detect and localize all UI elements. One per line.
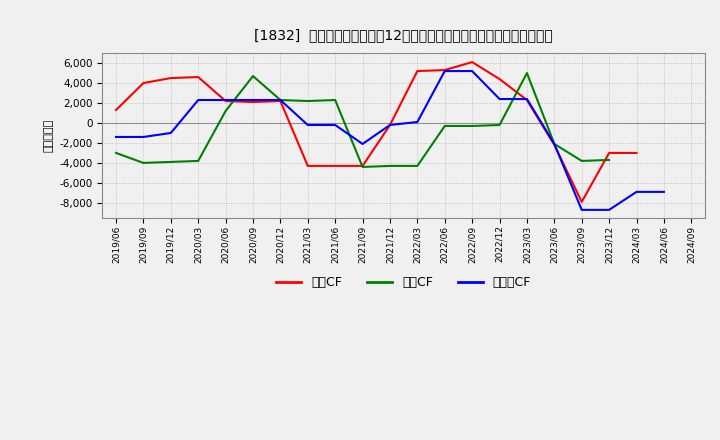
フリーCF [660, 189, 668, 194]
投資CF [248, 73, 257, 79]
フリーCF [523, 96, 531, 102]
投資CF [523, 70, 531, 76]
フリーCF [248, 97, 257, 103]
フリーCF [112, 134, 120, 139]
営業CF [441, 67, 449, 73]
投資CF [331, 97, 340, 103]
フリーCF [577, 207, 586, 213]
投資CF [441, 123, 449, 128]
投資CF [577, 158, 586, 164]
フリーCF [605, 207, 613, 213]
投資CF [468, 123, 477, 128]
投資CF [166, 159, 175, 165]
フリーCF [276, 97, 284, 103]
投資CF [221, 108, 230, 114]
フリーCF [194, 97, 202, 103]
フリーCF [221, 97, 230, 103]
Line: フリーCF: フリーCF [116, 71, 664, 210]
営業CF [276, 99, 284, 104]
投資CF [605, 157, 613, 162]
営業CF [166, 75, 175, 81]
フリーCF [139, 134, 148, 139]
フリーCF [166, 130, 175, 136]
フリーCF [495, 96, 504, 102]
投資CF [276, 97, 284, 103]
投資CF [386, 163, 395, 169]
投資CF [194, 158, 202, 164]
営業CF [468, 59, 477, 65]
投資CF [495, 122, 504, 128]
フリーCF [303, 122, 312, 128]
フリーCF [386, 122, 395, 128]
Y-axis label: （百万円）: （百万円） [44, 119, 54, 152]
営業CF [221, 99, 230, 104]
フリーCF [550, 141, 559, 147]
営業CF [577, 199, 586, 205]
投資CF [112, 150, 120, 156]
営業CF [632, 150, 641, 156]
営業CF [523, 97, 531, 103]
投資CF [303, 99, 312, 104]
フリーCF [331, 122, 340, 128]
Title: [1832]  キャッシュフローの12か月移動合計の対前年同期増減額の推移: [1832] キャッシュフローの12か月移動合計の対前年同期増減額の推移 [254, 28, 553, 42]
営業CF [112, 107, 120, 113]
フリーCF [413, 119, 422, 125]
Line: 投資CF: 投資CF [116, 73, 609, 167]
営業CF [331, 163, 340, 169]
投資CF [413, 163, 422, 169]
営業CF [605, 150, 613, 156]
営業CF [413, 69, 422, 74]
投資CF [550, 141, 559, 147]
Legend: 営業CF, 投資CF, フリーCF: 営業CF, 投資CF, フリーCF [271, 271, 536, 294]
フリーCF [632, 189, 641, 194]
Line: 営業CF: 営業CF [116, 62, 636, 202]
フリーCF [441, 69, 449, 74]
投資CF [139, 160, 148, 165]
営業CF [139, 81, 148, 86]
営業CF [495, 77, 504, 82]
営業CF [550, 142, 559, 147]
フリーCF [359, 141, 367, 147]
営業CF [386, 122, 395, 128]
営業CF [303, 163, 312, 169]
投資CF [359, 164, 367, 169]
営業CF [359, 163, 367, 169]
営業CF [248, 99, 257, 105]
営業CF [194, 74, 202, 80]
フリーCF [468, 69, 477, 74]
